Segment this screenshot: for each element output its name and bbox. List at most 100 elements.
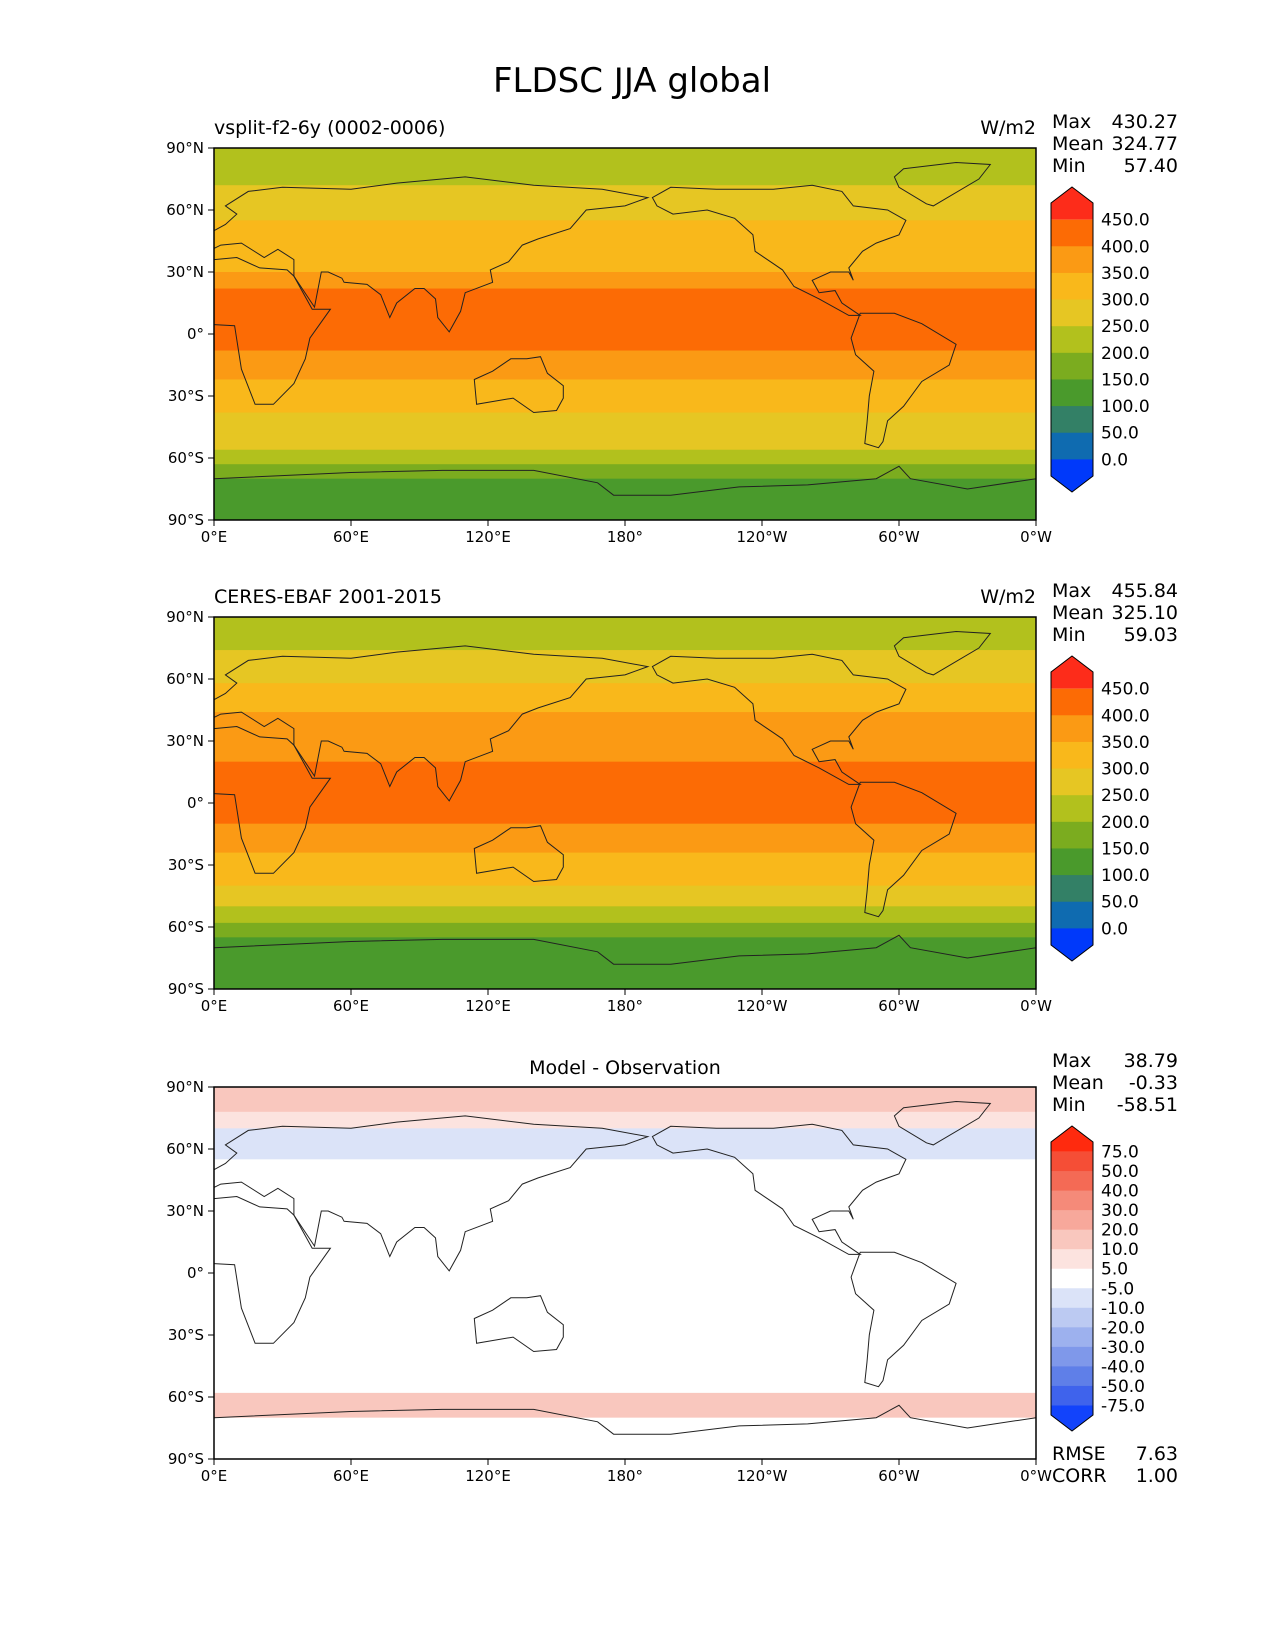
colorbar-tick-label: 40.0 (1101, 1182, 1139, 1202)
field-band (214, 247, 1036, 273)
y-tick-label: 30°S (168, 387, 204, 405)
units-label: W/m2 (980, 117, 1036, 139)
units-label: W/m2 (980, 586, 1036, 608)
field-band (214, 350, 1036, 381)
colorbar-tick-label: 300.0 (1101, 760, 1150, 780)
colorbar-swatch (1051, 1327, 1093, 1348)
stat-value-rmse: 7.63 (1136, 1443, 1178, 1465)
field-band (214, 412, 1036, 434)
colorbar-swatch (1051, 848, 1093, 876)
coastline (893, 161, 992, 207)
x-tick-label: 0°W (1020, 997, 1052, 1015)
coastline (214, 1195, 332, 1344)
coastline (214, 256, 332, 405)
x-tick-label: 180° (607, 528, 643, 546)
coastline (893, 630, 992, 676)
x-tick-label: 120°E (465, 528, 511, 546)
coastline (651, 1123, 907, 1255)
x-tick-label: 0°E (201, 1467, 228, 1485)
colorbar: 75.050.040.030.020.010.05.0-5.0-10.0-20.… (1050, 1125, 1145, 1432)
y-tick-label: 0° (187, 325, 204, 343)
coastline (214, 645, 650, 802)
stat-label: Mean (1052, 602, 1104, 624)
map-field (214, 148, 1036, 520)
stat-label: Min (1052, 155, 1086, 177)
field-band (214, 220, 1036, 248)
coastline (473, 1295, 564, 1353)
stat-value-min: 57.40 (1124, 155, 1178, 177)
colorbar-outline (1050, 655, 1094, 962)
x-tick-label: 60°W (878, 1467, 920, 1485)
panel-left-title: vsplit-f2-6y (0002-0006) (214, 117, 445, 139)
colorbar-tick-label: -50.0 (1101, 1377, 1145, 1397)
y-tick-label: 90°N (166, 139, 204, 157)
colorbar-tick-label: 300.0 (1101, 291, 1150, 311)
field-band (214, 741, 1036, 763)
field-band (214, 1111, 1036, 1129)
colorbar-swatch (1051, 1151, 1093, 1172)
field-band (214, 617, 1036, 651)
figure-title: FLDSC JJA global (493, 61, 771, 101)
stat-label: Max (1052, 1050, 1091, 1072)
y-tick-label: 30°N (166, 1202, 204, 1220)
colorbar-tick-label: 10.0 (1101, 1240, 1139, 1260)
x-tick-label: 60°E (333, 528, 369, 546)
colorbar-tick-label: 250.0 (1101, 317, 1150, 337)
colorbar-swatch (1051, 1190, 1093, 1211)
colorbar-tick-label: 450.0 (1101, 680, 1150, 700)
y-tick-label: 60°N (166, 1140, 204, 1158)
colorbar-tick-label: 400.0 (1101, 706, 1150, 726)
x-tick-label: 0°W (1020, 1467, 1052, 1485)
y-tick-label: 90°S (168, 1450, 204, 1468)
field-band (214, 478, 1036, 520)
map-field (214, 617, 1036, 989)
colorbar-swatch (1051, 326, 1093, 354)
panel-left-title: CERES-EBAF 2001-2015 (214, 586, 442, 608)
colorbar-swatch (1051, 1366, 1093, 1387)
coastline (214, 934, 1036, 989)
field-band (214, 922, 1036, 938)
stat-value-max: 455.84 (1112, 580, 1178, 602)
coastline (473, 825, 564, 883)
colorbar-swatch (1051, 1288, 1093, 1309)
coastline (893, 1100, 992, 1146)
stat-value-mean: 324.77 (1112, 133, 1178, 155)
y-tick-label: 90°S (168, 980, 204, 998)
colorbar-swatch (1051, 768, 1093, 796)
colorbar-swatch (1051, 715, 1093, 743)
colorbar-tick-label: 5.0 (1101, 1260, 1128, 1280)
coastline (651, 653, 907, 785)
colorbar-swatch (1051, 187, 1093, 220)
colorbar-swatch (1051, 246, 1093, 274)
colorbar-swatch (1051, 928, 1093, 961)
field-band (214, 937, 1036, 951)
x-tick-label: 60°W (878, 997, 920, 1015)
coastline (214, 176, 650, 333)
y-tick-label: 90°N (166, 608, 204, 626)
stat-label: Min (1052, 1094, 1086, 1116)
stat-label: RMSE (1052, 1443, 1106, 1465)
colorbar-swatch (1051, 272, 1093, 301)
panel-center-title: Model - Observation (529, 1057, 721, 1079)
field-band (214, 1392, 1036, 1419)
y-tick-label: 90°S (168, 511, 204, 529)
map-field (214, 1087, 1036, 1459)
colorbar-swatch (1051, 1385, 1093, 1406)
field-band (214, 1087, 1036, 1113)
colorbar-tick-label: 350.0 (1101, 264, 1150, 284)
colorbar-swatch (1051, 821, 1093, 849)
colorbar-outline (1050, 1125, 1094, 1432)
y-tick-label: 30°S (168, 1326, 204, 1344)
colorbar-tick-label: 150.0 (1101, 370, 1150, 390)
x-tick-label: 120°E (465, 997, 511, 1015)
x-tick-label: 60°E (333, 1467, 369, 1485)
stat-value-min: -58.51 (1117, 1094, 1178, 1116)
stat-label: Mean (1052, 133, 1104, 155)
colorbar-tick-label: -40.0 (1101, 1357, 1145, 1377)
field-band (214, 185, 1036, 221)
colorbar-tick-label: 350.0 (1101, 733, 1150, 753)
coastline (473, 356, 564, 414)
colorbar-swatch (1051, 299, 1093, 327)
colorbar-swatch (1051, 1126, 1093, 1152)
colorbar-tick-label: 200.0 (1101, 344, 1150, 364)
